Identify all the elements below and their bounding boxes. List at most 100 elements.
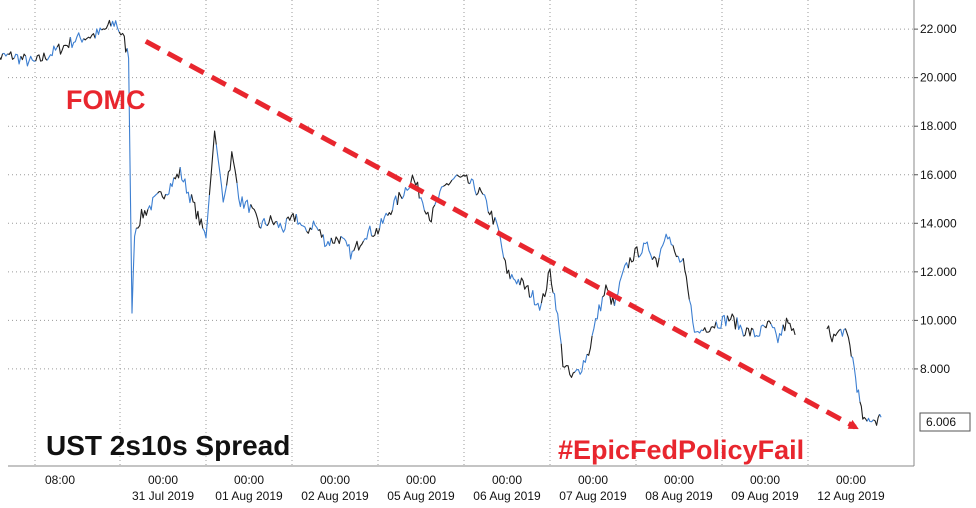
series-line [509,273,521,286]
series-line [591,296,604,336]
series-line [469,178,477,196]
x-tick-time: 00:00 [492,473,522,487]
y-tick-label: 20.000 [920,71,957,85]
series-line [136,208,149,229]
x-tick-time: 00:00 [578,473,608,487]
series-line [353,240,364,251]
x-tick-time: 00:00 [320,473,350,487]
series-line [529,289,542,311]
series-line [482,193,489,212]
series-line [627,246,640,269]
series-line [371,227,381,237]
series-line [519,277,531,298]
series-line [682,258,690,300]
series-line [743,327,754,337]
series-line [179,167,193,204]
series-line [7,51,15,60]
series-line [859,401,868,422]
series-line [286,212,297,223]
series-line [35,52,48,62]
series-line [250,204,262,229]
series-line [2,52,8,57]
x-tick-date: 08 Aug 2019 [645,489,713,503]
series-line [456,174,471,185]
last-value-box [919,412,971,432]
y-tick-label: 22.000 [920,22,957,36]
series-line [173,167,181,180]
series-line [226,151,238,186]
hashtag-label: #EpicFedPolicyFail [558,435,804,465]
y-tick-label: 8.000 [920,362,950,376]
series-line [879,413,882,418]
series-line [236,182,252,214]
series-line [311,220,319,231]
x-tick-date: 06 Aug 2019 [473,489,541,503]
series-line [782,317,796,336]
series-line [363,225,373,242]
series-line [147,192,158,211]
x-tick-time: 08:00 [45,473,75,487]
series-line [715,314,728,329]
series-line [379,212,389,229]
series-line [340,235,354,260]
series-line [25,55,36,67]
series-line [94,27,103,39]
series-line [56,37,71,55]
x-tick-date: 31 Jul 2019 [132,489,194,503]
series-line [110,20,120,33]
series-line [503,257,511,280]
series-line [83,33,96,41]
series-line [295,214,308,232]
series-line [276,218,288,233]
series-line [318,229,324,238]
series-line [873,413,881,426]
series-line [586,335,593,356]
y-tick-label: 12.000 [920,265,957,279]
series-line [190,194,204,229]
grid [8,0,914,466]
series-line [702,321,717,333]
x-tick-time: 00:00 [750,473,780,487]
series-line [850,356,861,402]
y-tick-label: 10.000 [920,313,957,327]
x-tick-time: 00:00 [234,473,264,487]
x-tick-date: 12 Aug 2019 [817,489,885,503]
trend-arrow [144,39,859,430]
series-line [208,130,217,196]
x-tick-time: 00:00 [836,473,866,487]
series-line [638,241,653,260]
series-line [540,268,554,304]
x-tick-date: 09 Aug 2019 [731,489,799,503]
x-axis: 08:00 00:00 31 Jul 2019 00:00 01 Aug 2019 00:… [45,473,885,503]
series-line [866,417,874,423]
series-line [770,323,784,344]
series-line [475,186,484,196]
series-line [764,320,772,329]
series-line [423,204,436,223]
series-line [658,233,674,258]
series-line [840,328,846,337]
series-line [752,324,765,338]
series-line [443,179,453,187]
series-line [202,195,210,239]
series-line [322,234,332,248]
x-tick-time: 00:00 [664,473,694,487]
y-axis: 8.000 10.000 12.000 14.000 16.000 18.000 20.00… [914,22,957,376]
y-tick-label: 16.000 [920,168,957,182]
series-line [391,195,398,211]
series-line [330,236,342,245]
series-line [677,255,684,263]
series-line [396,191,403,205]
series-line [260,217,268,229]
chart-title: UST 2s10s Spread [46,430,290,461]
series-line [13,53,22,65]
series-line [215,144,228,203]
series-line [165,177,175,196]
series-line [487,210,496,225]
series-line [844,328,852,357]
series-line [560,343,576,378]
x-tick-date: 05 Aug 2019 [387,489,455,503]
y-tick-label: 18.000 [920,119,957,133]
series-line [401,182,412,200]
series-line [46,45,58,61]
